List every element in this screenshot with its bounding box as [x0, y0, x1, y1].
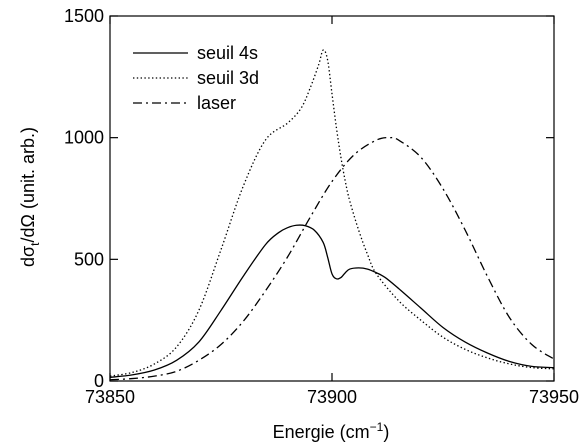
series-line-laser [109, 136, 555, 381]
legend: seuil 4s seuil 3d laser [133, 43, 259, 113]
y-tick-label: 1500 [64, 6, 104, 26]
y-tick-label: 1000 [64, 128, 104, 148]
x-ticks: 73850 73900 73950 [85, 16, 579, 407]
x-axis-label: Energie (cm−1) [273, 420, 390, 442]
legend-label-seuil-3d: seuil 3d [197, 68, 259, 88]
series-line-seuil-3d [109, 49, 555, 377]
x-tick-label: 73850 [85, 387, 135, 407]
series-line-seuil-4s [109, 224, 555, 378]
series-group [109, 49, 555, 381]
y-ticks: 0 500 1000 1500 [64, 6, 554, 391]
y-tick-label: 0 [94, 371, 104, 391]
x-tick-label: 73950 [529, 387, 579, 407]
plot-frame-rect [109, 15, 555, 382]
legend-label-seuil-4s: seuil 4s [197, 43, 258, 63]
y-tick-label: 500 [74, 249, 104, 269]
y-axis-label: dσt/dΩ (unit. arb.) [18, 127, 42, 267]
plot-frame [109, 15, 555, 382]
x-tick-label: 73900 [307, 387, 357, 407]
legend-label-laser: laser [197, 93, 236, 113]
